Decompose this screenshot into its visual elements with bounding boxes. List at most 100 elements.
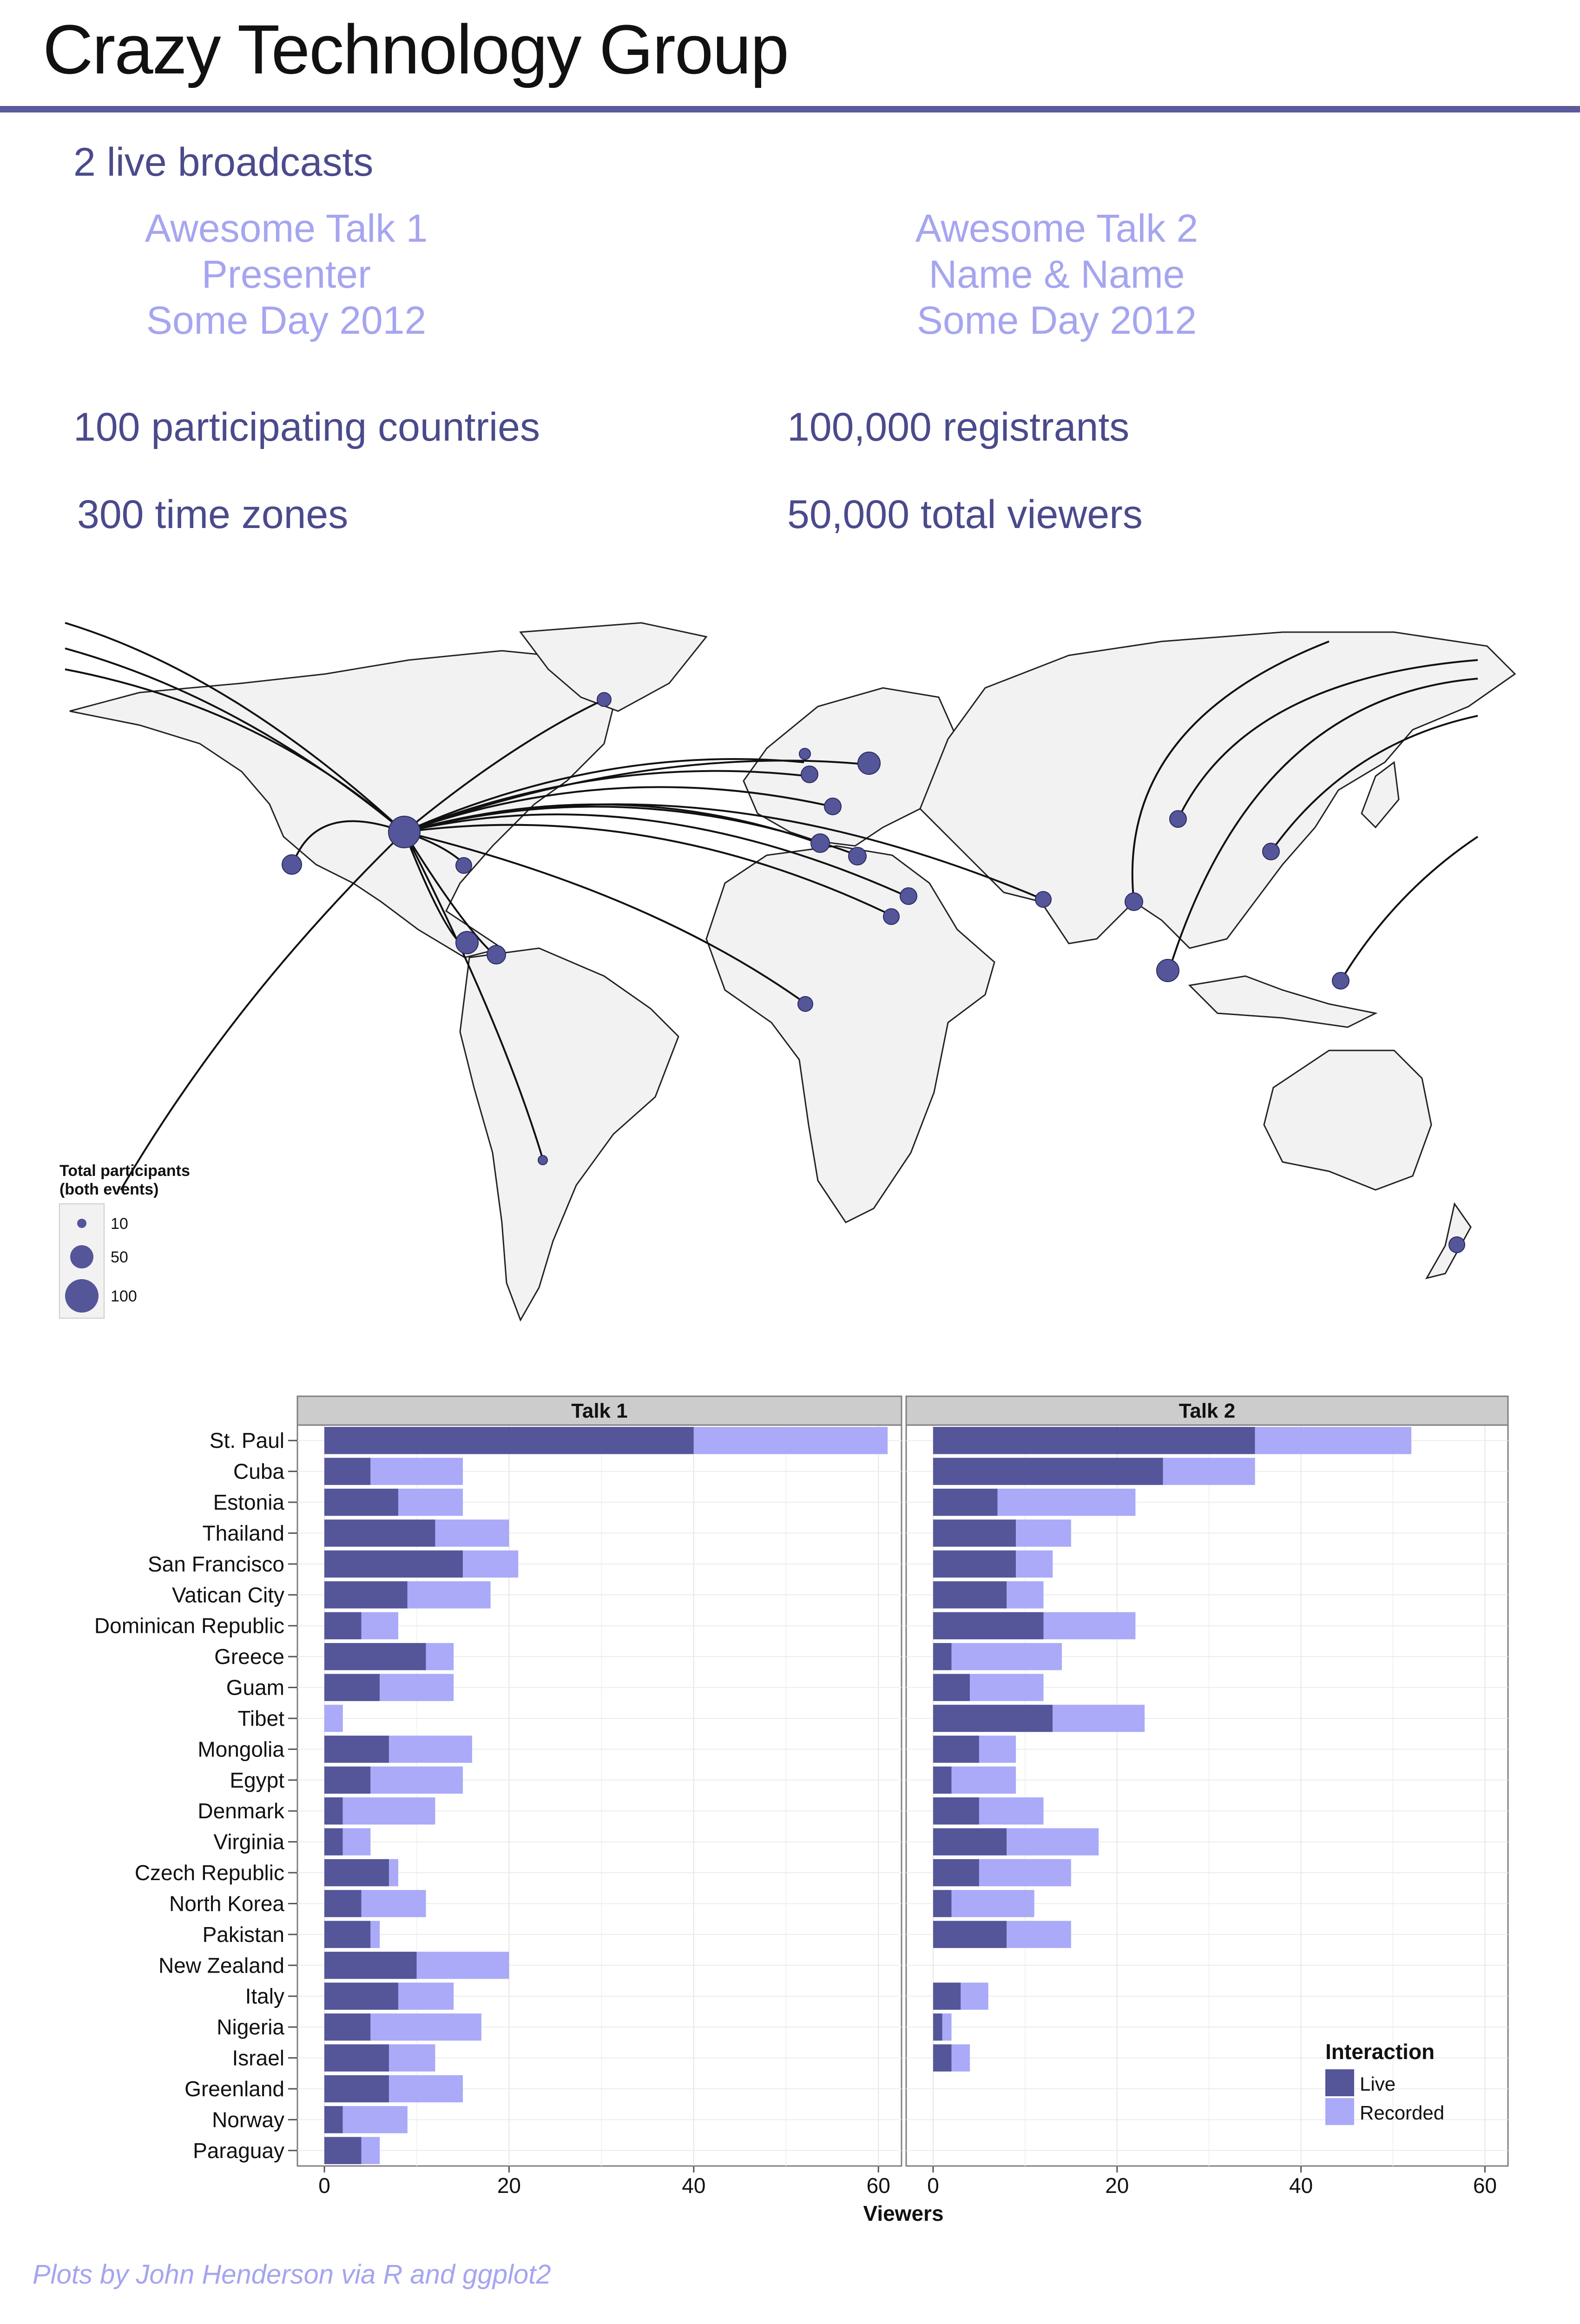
category-label: Paraguay <box>193 2139 284 2163</box>
bar-live <box>933 2044 952 2072</box>
bar-live <box>324 1890 362 1917</box>
bar-recorded <box>463 1550 519 1578</box>
bar-recorded <box>361 1612 398 1639</box>
chart-layer: Talk 1 0 20 40 60 Talk 2 0 20 40 60 St. Paul Cuba Es… <box>94 1395 1509 2225</box>
point-new-zealand <box>1448 1236 1465 1253</box>
viewers-stat: 50,000 total viewers <box>787 492 1143 537</box>
bar-recorded <box>961 1982 988 2010</box>
point-north-korea <box>1262 843 1280 860</box>
x-tick-label: 20 <box>1105 2173 1129 2198</box>
bar-recorded <box>1163 1458 1255 1485</box>
page-title: Crazy Technology Group <box>43 10 789 88</box>
point-dominican-republic <box>487 945 506 964</box>
new-zealand-shape <box>1425 1202 1472 1280</box>
bar-live <box>933 1550 1016 1578</box>
x-tick-label: 40 <box>682 2173 705 2198</box>
point-paraguay <box>538 1155 548 1165</box>
talk-1-info: Awesome Talk 1 Presenter Some Day 2012 <box>54 205 519 343</box>
credit-line: Plots by John Henderson via R and ggplot… <box>33 2259 551 2290</box>
bar-recorded <box>979 1859 1071 1887</box>
category-label: Pakistan <box>203 1922 284 1947</box>
bar-recorded <box>407 1581 491 1609</box>
talk-2-presenter: Name & Name <box>928 252 1185 296</box>
bar-live <box>324 1612 362 1639</box>
category-label: Greenland <box>184 2077 284 2101</box>
bar-live <box>933 1921 1007 1948</box>
legend-label-10: 10 <box>111 1215 128 1233</box>
category-label: Nigeria <box>217 2015 284 2039</box>
legend-label-recorded: Recorded <box>1360 2102 1444 2124</box>
bar-live <box>324 1766 371 1794</box>
bar-live <box>933 1643 952 1670</box>
bar-recorded <box>1053 1704 1145 1732</box>
bar-live <box>933 1859 979 1887</box>
bar-recorded <box>324 1704 343 1732</box>
legend-swatch-live <box>1325 2069 1354 2096</box>
legend-label-50: 50 <box>111 1248 128 1266</box>
x-tick-label: 20 <box>497 2173 521 2198</box>
bar-live <box>324 2013 371 2041</box>
category-label: Italy <box>245 1984 284 2008</box>
point-st-paul <box>388 816 421 848</box>
bar-live <box>933 1797 979 1825</box>
bar-live <box>933 1519 1016 1547</box>
bar-live <box>324 1859 389 1887</box>
talk-1-presenter: Presenter <box>201 252 371 296</box>
category-label: New Zealand <box>158 1953 284 1977</box>
x-tick-label: 60 <box>867 2173 890 2198</box>
category-label: Virginia <box>213 1830 284 1854</box>
australia-shape <box>1263 1050 1432 1191</box>
point-tibet <box>1125 892 1143 911</box>
bar-recorded <box>970 1674 1044 1701</box>
bar-live <box>933 1828 1007 1855</box>
greenland-shape <box>519 622 708 712</box>
panel-background <box>296 1424 902 2167</box>
bar-recorded <box>342 1797 435 1825</box>
point-guam <box>1332 972 1350 990</box>
point-estonia <box>857 752 881 775</box>
countries-stat: 100 participating countries <box>73 405 540 449</box>
bar-live <box>933 1704 1053 1732</box>
legend-title: Interaction <box>1325 2040 1435 2064</box>
registrants-stat: 100,000 registrants <box>787 405 1130 449</box>
bar-recorded <box>398 1488 463 1516</box>
bar-live <box>324 1426 694 1454</box>
bar-live <box>933 1674 970 1701</box>
bar-recorded <box>389 2044 435 2072</box>
bar-live <box>324 2137 362 2165</box>
category-label: North Korea <box>169 1891 284 1915</box>
bar-recorded <box>389 1859 398 1887</box>
africa-shape <box>705 845 995 1223</box>
bar-live <box>324 1550 463 1578</box>
bar-recorded <box>370 1458 463 1485</box>
category-label: Egypt <box>230 1768 284 1792</box>
bar-recorded <box>1255 1426 1412 1454</box>
bar-recorded <box>951 2044 970 2072</box>
bar-live <box>933 1612 1044 1639</box>
bar-recorded <box>389 1736 472 1763</box>
facet-title: Talk 1 <box>571 1400 627 1422</box>
category-label: Thailand <box>203 1521 284 1545</box>
bar-recorded <box>435 1519 509 1547</box>
europe-shape <box>743 687 958 847</box>
point-vatican-city <box>848 847 867 865</box>
bar-live <box>933 1982 961 2010</box>
x-tick-label: 0 <box>927 2173 939 2198</box>
bar-live <box>324 2075 389 2103</box>
category-label: Guam <box>226 1676 284 1700</box>
bar-recorded <box>979 1797 1044 1825</box>
bar-live <box>324 2106 343 2133</box>
talk-2-title: Awesome Talk 2 <box>915 206 1198 250</box>
bar-recorded <box>693 1426 888 1454</box>
bar-recorded <box>370 1921 380 1948</box>
category-label: St. Paul <box>210 1428 284 1452</box>
talk-1-title: Awesome Talk 1 <box>145 206 428 250</box>
bar-recorded <box>951 1890 1034 1917</box>
viewers-bar-chart: Talk 1 0 20 40 60 Talk 2 0 20 40 60 St. Paul Cuba Es… <box>94 1395 1509 2225</box>
category-label: Cuba <box>233 1459 284 1484</box>
indonesia-shape <box>1188 975 1378 1028</box>
category-label: Dominican Republic <box>94 1614 284 1638</box>
bar-recorded <box>361 1890 426 1917</box>
bar-recorded <box>951 1643 1062 1670</box>
talk-2-info: Awesome Talk 2 Name & Name Some Day 2012 <box>824 205 1289 343</box>
